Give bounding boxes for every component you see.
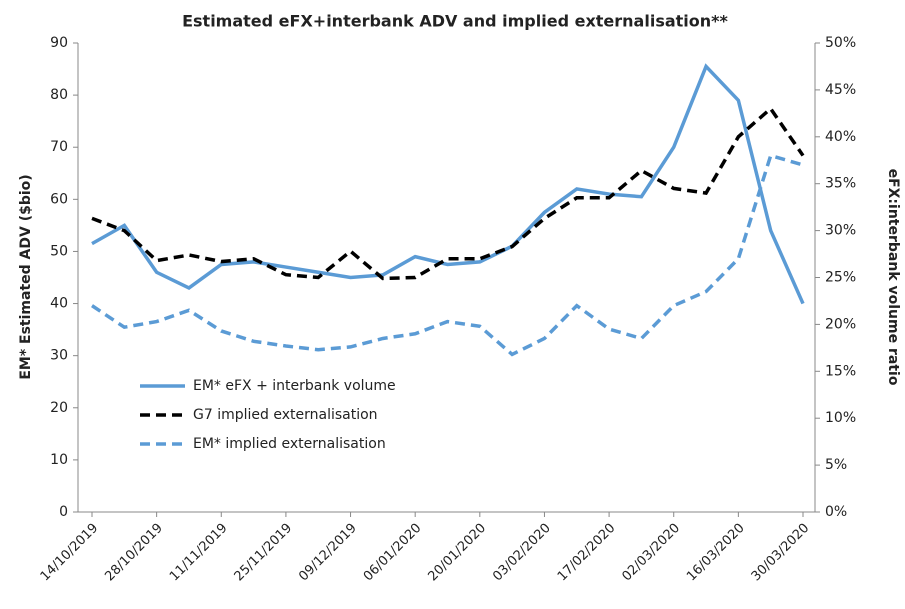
x-tick-label: 11/11/2019: [167, 521, 231, 585]
legend-label: EM* eFX + interbank volume: [193, 378, 396, 394]
y-tick-label: 40: [50, 296, 68, 312]
series-line: [91, 106, 805, 281]
y2-axis-label: eFX:interbank volume ratio: [885, 169, 901, 386]
x-tick-label: 09/12/2019: [296, 521, 360, 585]
y2-tick-label: 30%: [825, 223, 856, 239]
series-line: [91, 63, 805, 305]
y2-tick-label: 25%: [825, 270, 856, 286]
y-tick-label: 50: [50, 243, 68, 259]
y2-tick-label: 20%: [825, 316, 856, 332]
y2-tick-label: 45%: [825, 82, 856, 98]
y2-tick-label: 15%: [825, 363, 856, 379]
y-tick-label: 90: [50, 35, 68, 51]
y2-tick-label: 35%: [825, 176, 856, 192]
y-tick-label: 60: [50, 191, 68, 207]
y2-tick-label: 0%: [825, 504, 847, 520]
x-tick-label: 30/03/2020: [749, 521, 813, 585]
x-tick-label: 16/03/2020: [684, 521, 748, 585]
x-tick-label: 20/01/2020: [426, 521, 490, 585]
x-tick-label: 03/02/2020: [490, 521, 554, 585]
x-tick-label: 14/10/2019: [38, 521, 102, 585]
series-line: [91, 153, 804, 357]
y-tick-label: 10: [50, 452, 68, 468]
y-tick-label: 0: [59, 504, 68, 520]
y-axis-label: EM* Estimated ADV ($bio): [18, 174, 34, 379]
chart-title: Estimated eFX+interbank ADV and implied …: [182, 12, 728, 31]
y2-tick-label: 10%: [825, 410, 856, 426]
x-tick-label: 06/01/2020: [361, 521, 425, 585]
y2-tick-label: 40%: [825, 129, 856, 145]
legend-label: EM* implied externalisation: [193, 436, 386, 452]
x-tick-label: 17/02/2020: [555, 521, 619, 585]
x-tick-label: 28/10/2019: [102, 521, 166, 585]
x-tick-label: 25/11/2019: [232, 521, 296, 585]
x-tick-label: 02/03/2020: [619, 521, 683, 585]
y2-tick-label: 50%: [825, 35, 856, 51]
y-tick-label: 20: [50, 400, 68, 416]
y-tick-label: 80: [50, 87, 68, 103]
y2-tick-label: 5%: [825, 457, 847, 473]
y-tick-label: 30: [50, 348, 68, 364]
y-tick-label: 70: [50, 139, 68, 155]
legend-label: G7 implied externalisation: [193, 407, 378, 423]
